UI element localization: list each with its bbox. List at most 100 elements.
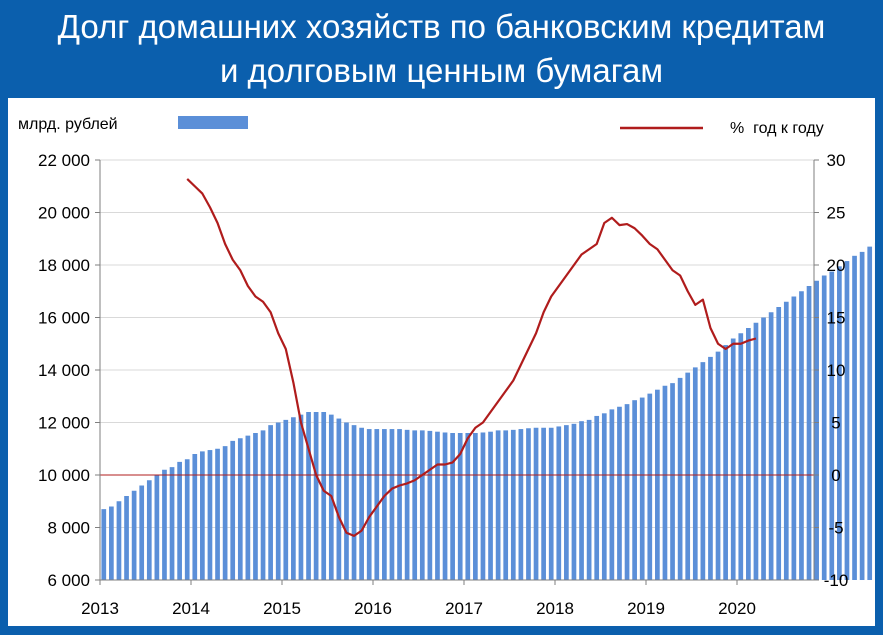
debt-bar xyxy=(753,322,759,580)
debt-bar xyxy=(162,469,167,580)
debt-bar xyxy=(586,419,592,581)
debt-bar xyxy=(768,312,774,580)
debt-bar xyxy=(829,271,835,580)
x-axis-tick-label: 2015 xyxy=(263,599,301,618)
right-axis-tick-label: 10 xyxy=(827,361,846,380)
debt-bar xyxy=(488,431,493,580)
debt-bar xyxy=(298,414,304,581)
debt-bar xyxy=(647,393,653,581)
debt-bar xyxy=(245,435,251,581)
debt-bar xyxy=(548,427,554,580)
debt-bar xyxy=(776,307,782,580)
debt-bar xyxy=(412,430,418,581)
debt-bar xyxy=(533,427,539,580)
debt-bar xyxy=(761,317,766,580)
debt-bar xyxy=(526,428,531,580)
debt-bar xyxy=(495,430,501,581)
chart-title-line-1: Долг домашних хозяйств по банковским кре… xyxy=(57,8,826,45)
debt-bar xyxy=(556,426,562,580)
left-axis-tick-label: 6 000 xyxy=(47,571,90,590)
growth-line-series xyxy=(186,178,757,537)
chart-panel: 6 000 8 000 10 000 12 000 14 000 16 000 18 000… xyxy=(8,98,883,626)
legend-line-label: % год к году xyxy=(730,120,824,137)
debt-bar xyxy=(579,421,584,580)
right-axis-tick-label: -5 xyxy=(828,519,843,538)
debt-bar xyxy=(465,433,471,580)
debt-bar xyxy=(601,413,607,580)
debt-bar xyxy=(799,291,804,580)
debt-bar xyxy=(655,389,660,580)
debt-bar xyxy=(617,406,622,580)
debt-bar xyxy=(457,433,463,580)
debt-bar xyxy=(139,485,145,580)
debt-bar xyxy=(200,451,205,581)
debt-bar xyxy=(253,433,258,580)
right-axis-tick-label: 0 xyxy=(831,466,840,485)
debt-bar xyxy=(177,461,182,581)
debt-bar xyxy=(700,362,706,581)
debt-bar xyxy=(806,286,812,580)
debt-bar xyxy=(215,448,220,580)
debt-bar xyxy=(662,385,668,580)
left-axis-tick-label: 8 000 xyxy=(47,519,90,538)
debt-bar xyxy=(473,433,478,580)
debt-bar xyxy=(124,496,129,580)
debt-bar xyxy=(306,412,311,580)
debt-bar xyxy=(624,404,630,581)
left-axis-tick-label: 20 000 xyxy=(38,204,90,223)
debt-bar xyxy=(708,356,713,581)
x-axis-tick-label: 2019 xyxy=(627,599,665,618)
growth-line xyxy=(186,178,757,537)
debt-bar xyxy=(791,296,797,580)
debt-bar xyxy=(783,301,789,580)
debt-bar xyxy=(837,266,842,580)
debt-bar xyxy=(237,438,243,580)
debt-bar xyxy=(639,397,645,580)
debt-bar xyxy=(419,430,425,581)
right-axis-tick-label: 15 xyxy=(827,309,846,328)
debt-bar xyxy=(131,490,137,580)
axes: 6 000 8 000 10 000 12 000 14 000 16 000 18 000… xyxy=(38,151,848,618)
debt-bar xyxy=(685,372,691,581)
debt-bar xyxy=(541,427,546,580)
debt-bar xyxy=(859,251,865,581)
debt-bar xyxy=(192,454,198,580)
debt-bar xyxy=(207,450,213,580)
debt-bar xyxy=(480,432,486,580)
bars-series xyxy=(101,238,883,581)
x-axis-tick-label: 2016 xyxy=(354,599,392,618)
debt-bar xyxy=(594,415,600,580)
debt-bar xyxy=(389,429,395,580)
debt-bar xyxy=(260,430,266,581)
debt-bar xyxy=(374,429,380,580)
debt-bar xyxy=(564,425,569,581)
debt-bar xyxy=(435,431,440,580)
x-axis-tick-label: 2013 xyxy=(81,599,119,618)
debt-bar xyxy=(746,328,751,580)
debt-bar xyxy=(169,467,175,581)
debt-bar xyxy=(230,440,236,581)
left-axis-tick-label: 22 000 xyxy=(38,151,90,170)
right-axis-tick-label: 20 xyxy=(827,256,846,275)
debt-bar xyxy=(313,412,319,580)
debt-bar xyxy=(503,430,509,581)
debt-bar xyxy=(821,275,827,580)
debt-bar xyxy=(723,345,728,580)
debt-bar xyxy=(351,425,357,581)
x-axis-tick-label: 2018 xyxy=(536,599,574,618)
debt-bar xyxy=(427,430,433,580)
legend-bars-label: млрд. рублей xyxy=(18,116,118,133)
debt-bar xyxy=(632,400,637,580)
right-axis-tick-label: -10 xyxy=(824,571,849,590)
debt-bar xyxy=(852,255,857,580)
left-axis-tick-label: 16 000 xyxy=(38,309,90,328)
debt-bar xyxy=(609,409,615,581)
right-axis-tick-label: 30 xyxy=(827,151,846,170)
debt-bar xyxy=(814,280,819,580)
debt-bar xyxy=(738,333,744,580)
debt-bar xyxy=(275,422,281,580)
debt-bar xyxy=(510,429,516,580)
debt-bar xyxy=(109,506,114,580)
legend-bars-swatch xyxy=(178,116,248,129)
debt-bar xyxy=(154,475,160,580)
